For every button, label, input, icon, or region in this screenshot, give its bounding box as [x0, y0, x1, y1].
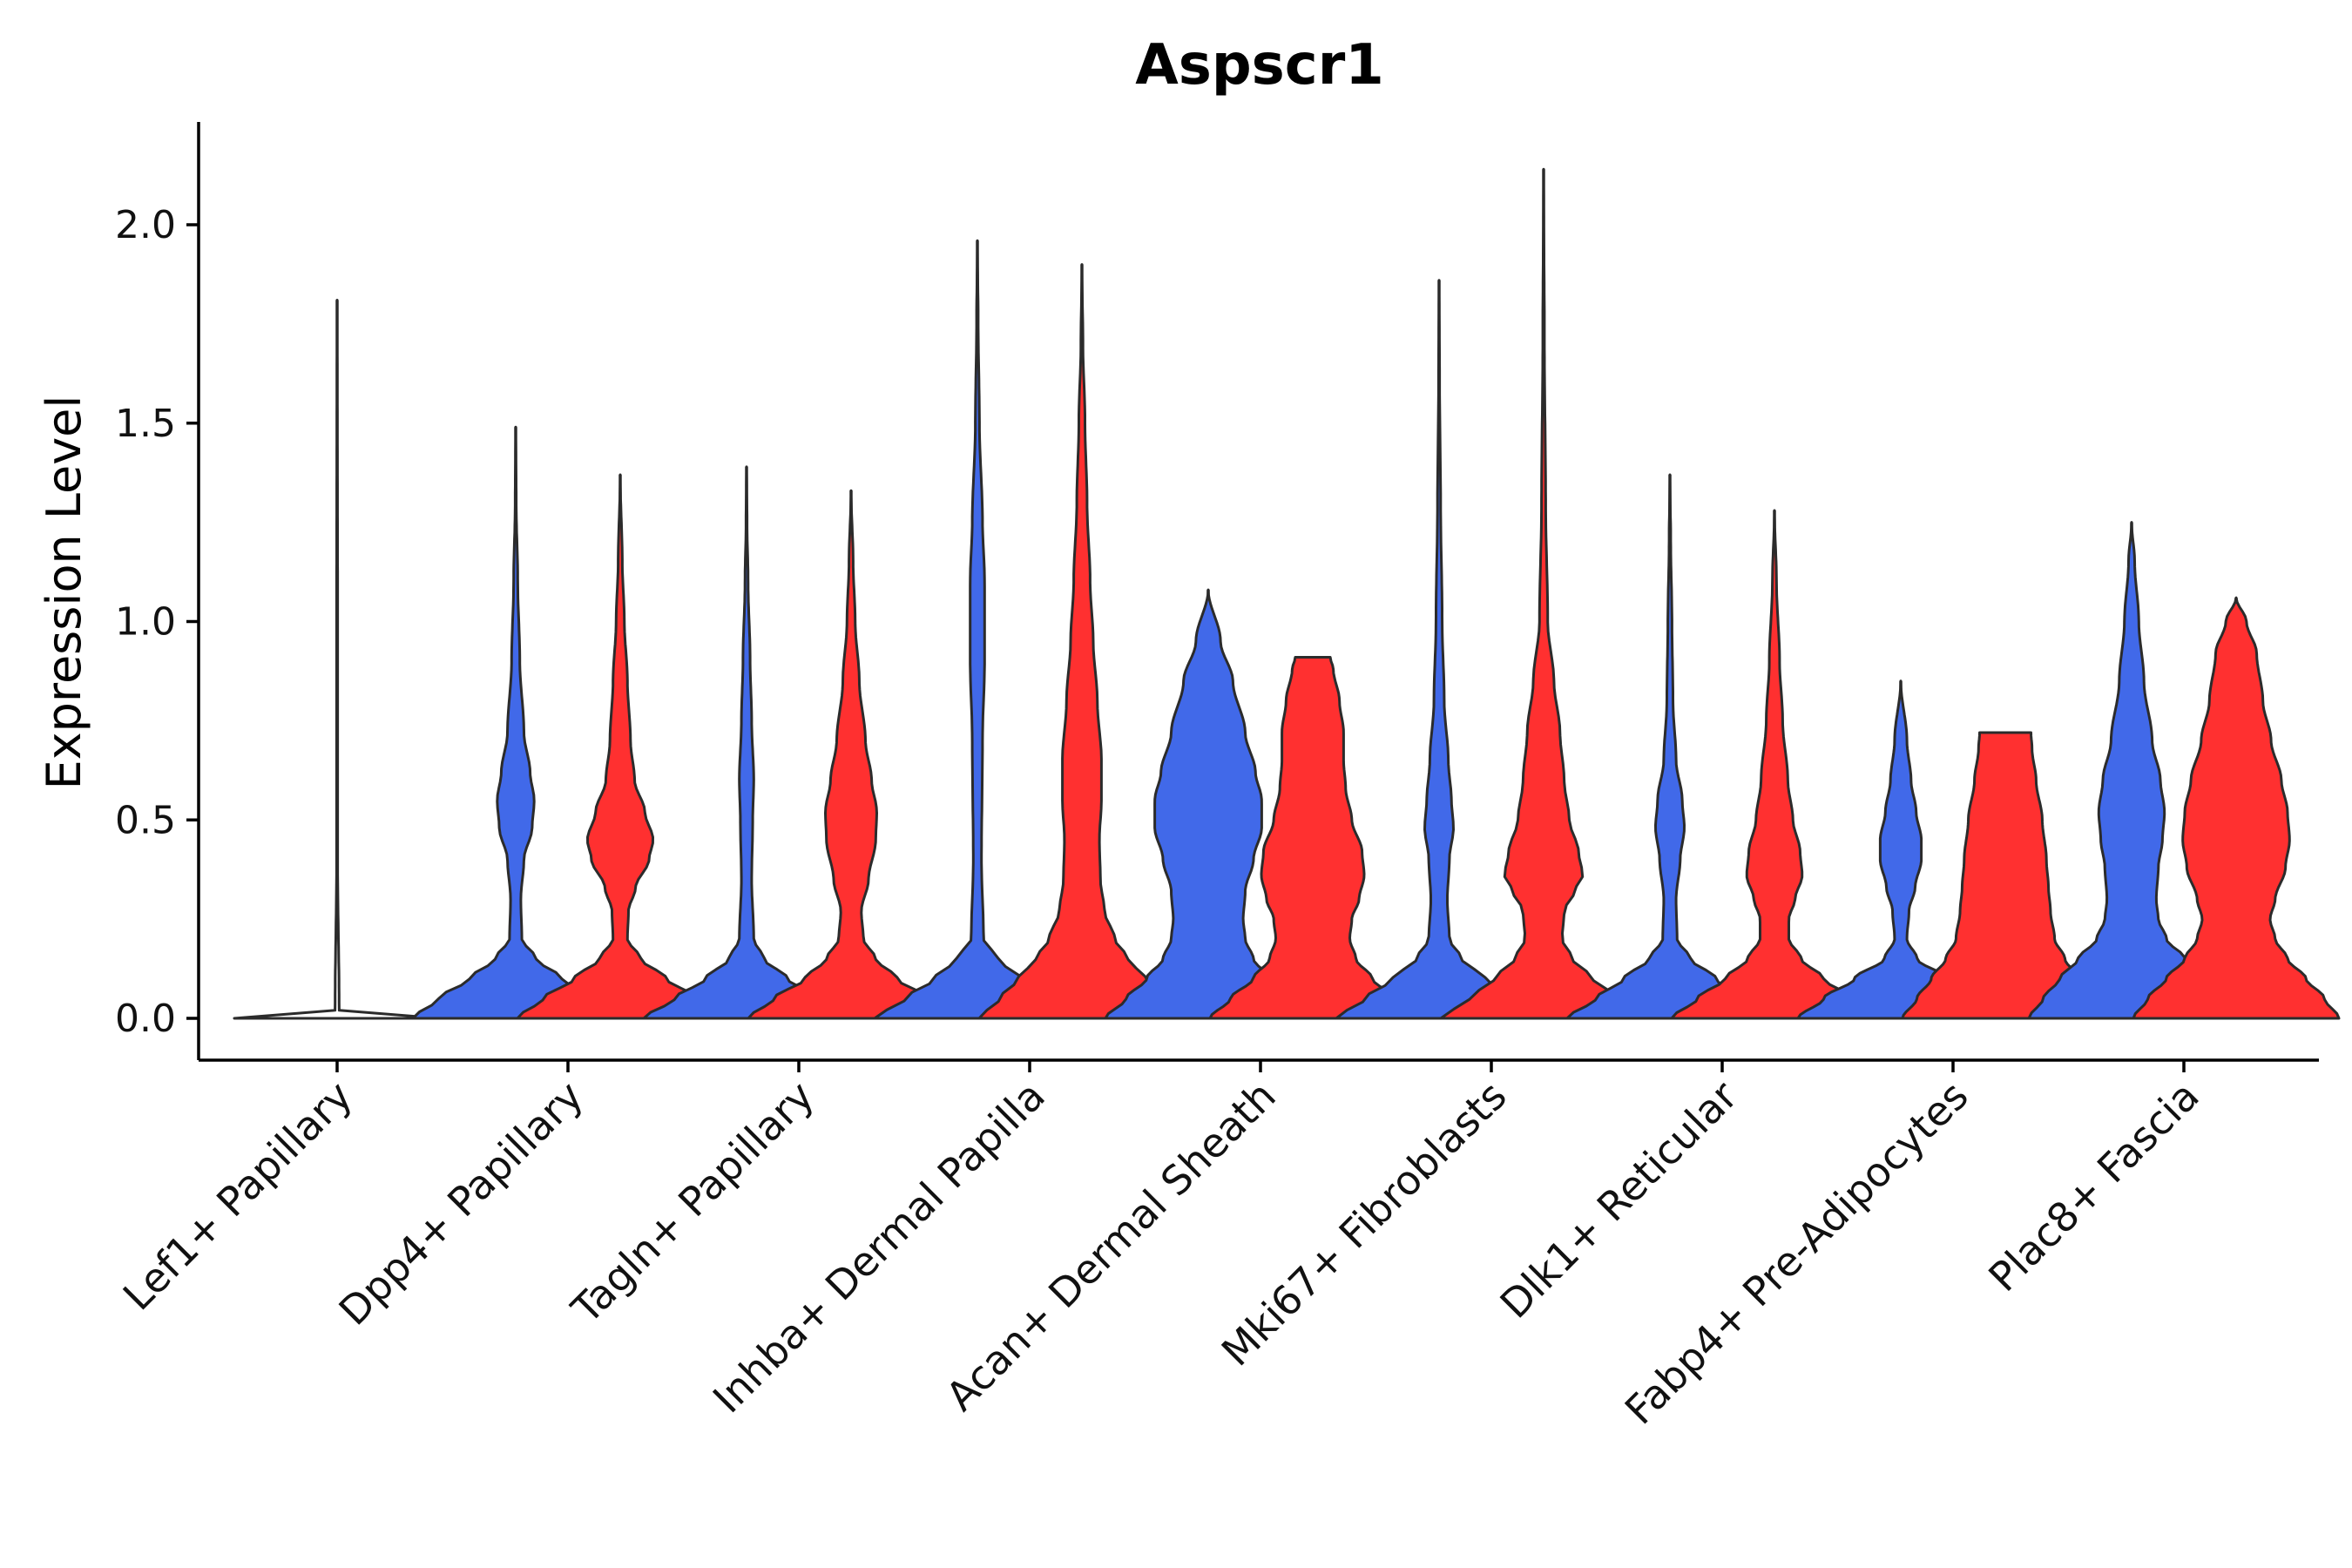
y-tick-label: 0.5 — [115, 798, 176, 842]
x-tick-label-dlk1-reticular: Dlk1+ Reticular — [1491, 1072, 1747, 1328]
violin-body — [516, 473, 725, 1020]
violin-inhba-dermal-papilla-group2 — [977, 263, 1186, 1020]
violin-body — [411, 425, 620, 1020]
violin-dlk1-reticular-group1 — [1565, 473, 1774, 1020]
violin-dlk1-reticular-group2 — [1670, 509, 1879, 1020]
violin-body — [233, 299, 442, 1020]
y-tick-label: 0.0 — [115, 997, 176, 1041]
violin-body — [1796, 679, 2005, 1020]
violin-fabp4-pre-adipocytes-group2 — [1901, 731, 2110, 1020]
violin-acan-dermal-sheath-group1 — [1104, 588, 1313, 1020]
violin-inhba-dermal-papilla-group1 — [873, 239, 1082, 1020]
violin-tagln-papillary-group1 — [642, 465, 851, 1020]
violin-body — [1104, 588, 1313, 1020]
violins-layer — [233, 167, 2341, 1020]
violin-body — [1208, 656, 1417, 1020]
violin-body — [2132, 596, 2341, 1020]
x-tick-label-dpp4-papillary: Dpp4+ Papillary — [330, 1072, 592, 1335]
violin-body — [642, 465, 851, 1020]
violin-acan-dermal-sheath-group2 — [1208, 656, 1417, 1020]
violin-body — [1565, 473, 1774, 1020]
violin-tagln-papillary-group2 — [747, 489, 956, 1020]
x-tick-label-tagln-papillary: Tagln+ Papillary — [562, 1072, 823, 1334]
violin-fabp4-pre-adipocytes-group1 — [1796, 679, 2005, 1020]
y-tick-label: 1.5 — [115, 402, 176, 446]
x-tick-label-lef1-papillary: Lef1+ Papillary — [114, 1072, 362, 1320]
violin-body — [747, 489, 956, 1020]
y-axis-title: Expression Level — [37, 395, 91, 790]
x-tick-label-plac8-fascia: Plac8+ Fascia — [1979, 1072, 2207, 1301]
y-tick-label: 2.0 — [115, 203, 176, 247]
violin-body — [2027, 521, 2236, 1020]
violin-body — [873, 239, 1082, 1020]
violin-mki67-fibroblasts-group2 — [1439, 167, 1648, 1020]
violin-plac8-fascia-group2 — [2132, 596, 2341, 1020]
violin-mki67-fibroblasts-group1 — [1335, 279, 1544, 1020]
violin-body — [1670, 509, 1879, 1020]
violin-body — [1439, 167, 1648, 1020]
violin-body — [977, 263, 1186, 1020]
violin-body — [1335, 279, 1544, 1020]
violin-body — [1901, 731, 2110, 1020]
violin-dpp4-papillary-group2 — [516, 473, 725, 1020]
violin-plac8-fascia-group1 — [2027, 521, 2236, 1020]
chart-title: Aspscr1 — [1135, 33, 1384, 98]
y-tick-label: 1.0 — [115, 600, 176, 645]
violin-lef1-papillary-single — [233, 299, 442, 1020]
violin-dpp4-papillary-group1 — [411, 425, 620, 1020]
